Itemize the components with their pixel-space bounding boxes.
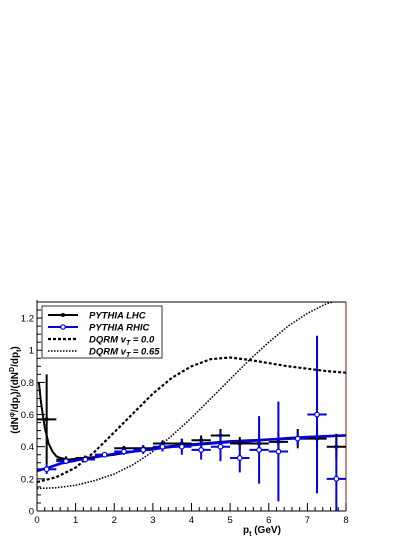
- y-tick-label: 1.2: [21, 314, 34, 325]
- pythia-rhic-point-12: [268, 401, 289, 502]
- pythia-lhc-marker-0: [44, 417, 49, 422]
- x-tick-label: 0: [34, 515, 39, 526]
- pythia-rhic-point-7: [172, 438, 192, 455]
- x-axis-title: pt (GeV): [243, 525, 281, 537]
- legend-marker-pythia-lhc: [61, 313, 65, 317]
- pythia-rhic-point-9: [210, 432, 231, 462]
- x-tick-label: 6: [266, 515, 271, 526]
- y-axis-title: (dNφ/dpt)/(dND/dpt): [9, 346, 23, 434]
- pythia-rhic-point-13: [288, 432, 308, 446]
- pythia-lhc-point-0: [37, 374, 57, 465]
- pythia-rhic-marker-15: [333, 475, 340, 482]
- pythia-rhic-marker-13: [294, 435, 301, 442]
- y-tick-label: 0.6: [21, 410, 34, 421]
- pythia-rhic-marker-4: [121, 448, 127, 455]
- pythia-rhic-point-3: [94, 451, 115, 458]
- x-tick-label: 3: [150, 515, 155, 526]
- pythia-rhic-marker-5: [140, 447, 147, 453]
- pythia-rhic-marker-6: [159, 443, 166, 450]
- pythia-rhic-marker-12: [275, 448, 282, 455]
- plot-frame: [37, 301, 347, 511]
- pythia-rhic-point-15: [326, 438, 346, 511]
- y-tick-label: 0.8: [21, 378, 34, 389]
- pythia-rhic-marker-1: [63, 458, 69, 465]
- pythia-rhic-point-5: [133, 445, 153, 454]
- y-tick-label: 0.2: [21, 474, 34, 485]
- pythia-rhic-marker-3: [101, 451, 108, 458]
- pythia-rhic-marker-8: [198, 447, 205, 453]
- pythia-rhic-point-4: [114, 448, 134, 455]
- legend-entry-2: DQRM vT = 0.0: [48, 335, 155, 348]
- y-tick-label: 0: [29, 507, 34, 518]
- x-tick-label: 8: [343, 515, 348, 526]
- pythia-rhic-marker-14: [314, 411, 320, 418]
- pythia-rhic-point-6: [152, 441, 173, 452]
- x-tick-label: 2: [112, 515, 117, 526]
- legend-label-1: PYTHIA RHIC: [89, 323, 149, 334]
- dqrm-vt-065-curve: [37, 302, 336, 490]
- pythia-lhc-fit-curve: [37, 382, 346, 461]
- legend-entry-3: DQRM vT = 0.65: [48, 347, 160, 360]
- pythia-rhic-marker-10: [236, 455, 243, 461]
- pythia-rhic-point-8: [191, 440, 211, 460]
- pythia-rhic-point-2: [75, 456, 95, 463]
- legend-entry-0: PYTHIA LHC: [48, 311, 146, 322]
- x-tick-label: 7: [305, 515, 310, 526]
- pythia-rhic-marker-2: [82, 456, 89, 463]
- pythia-rhic-point-0: [37, 464, 57, 475]
- legend-marker-pythia-rhic: [60, 324, 66, 330]
- legend-label-2: DQRM vT = 0.0: [89, 335, 155, 348]
- x-tick-label: 4: [189, 515, 194, 526]
- dqrm-vt-0-curve: [37, 356, 346, 484]
- y-tick-label: 1: [29, 346, 34, 357]
- pythia-rhic-marker-11: [256, 447, 262, 453]
- pythia-rhic-marker-7: [178, 443, 185, 450]
- chart-axes: 0 1 2 3 4 5 6 7 8 0 0.2 0.4 0.6 0.8 1 1.2 pt (GeV) (dNφ/d…: [9, 300, 349, 537]
- pythia-rhic-point-10: [230, 443, 250, 473]
- x-tick-label: 1: [73, 515, 78, 526]
- y-tick-label: 0.4: [21, 442, 34, 453]
- pythia-rhic-point-1: [56, 458, 76, 465]
- pythia-rhic-point-14: [307, 335, 327, 494]
- legend-entry-1: PYTHIA RHIC: [48, 323, 149, 334]
- pythia-rhic-point-11: [249, 416, 269, 484]
- pythia-rhic-marker-0: [43, 466, 50, 473]
- legend-label-3: DQRM vT = 0.65: [89, 347, 160, 360]
- legend-label-0: PYTHIA LHC: [89, 311, 146, 322]
- pythia-rhic-marker-9: [217, 443, 224, 450]
- chart-points: [37, 335, 346, 511]
- x-tick-label: 5: [227, 515, 232, 526]
